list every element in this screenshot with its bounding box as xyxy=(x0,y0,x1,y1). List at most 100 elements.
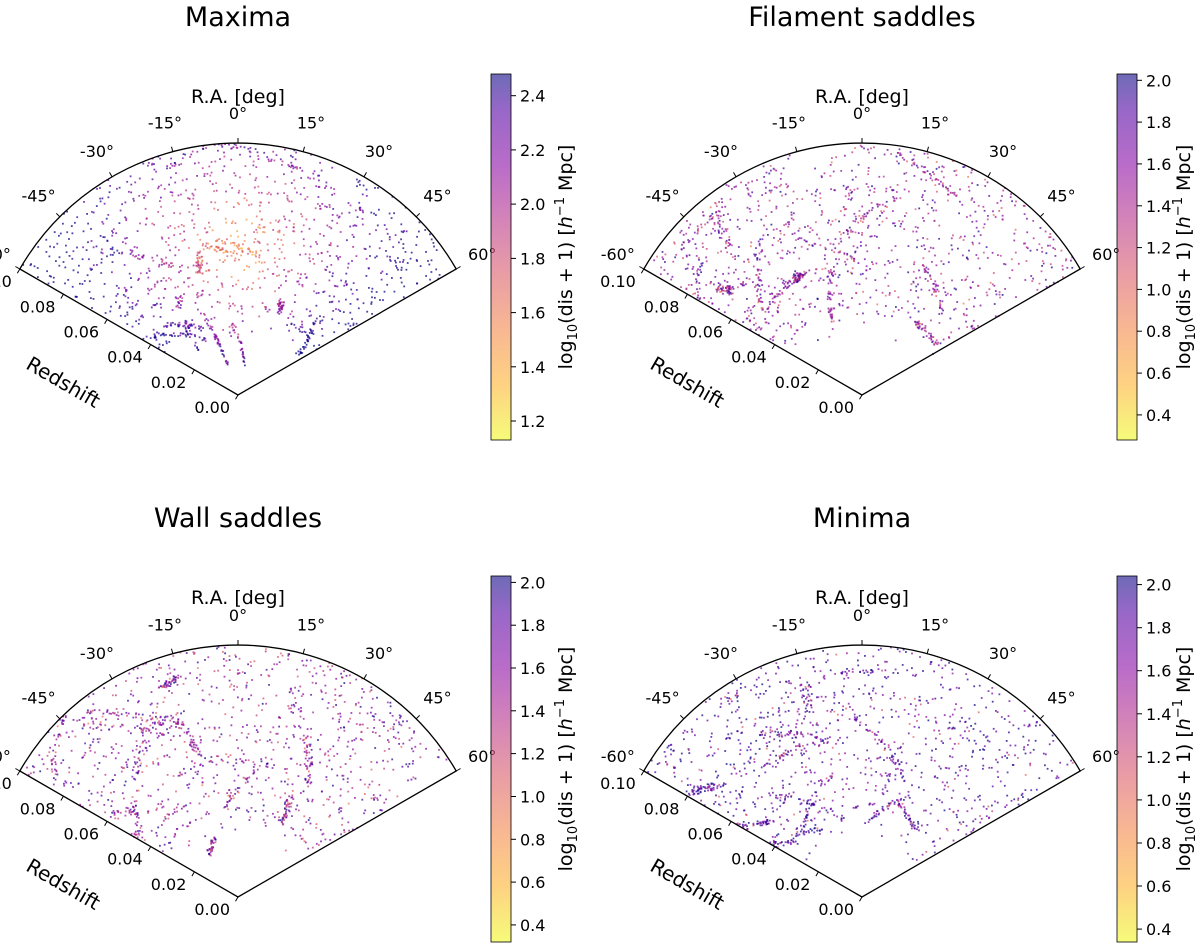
scatter-point xyxy=(747,760,750,763)
scatter-point xyxy=(104,724,107,727)
scatter-point xyxy=(332,706,335,708)
scatter-point xyxy=(762,234,765,237)
scatter-point xyxy=(181,240,184,242)
scatter-point xyxy=(915,230,918,233)
scatter-point xyxy=(758,268,760,271)
scatter-point xyxy=(276,311,279,314)
scatter-point xyxy=(331,768,333,771)
scatter-point xyxy=(197,271,199,274)
scatter-point xyxy=(247,698,250,700)
scatter-point xyxy=(161,744,163,747)
scatter-point xyxy=(292,711,294,714)
scatter-point xyxy=(333,188,335,190)
scatter-point xyxy=(287,803,290,806)
scatter-point xyxy=(232,302,234,305)
scatter-point xyxy=(287,705,290,707)
scatter-point xyxy=(201,339,204,342)
scatter-point xyxy=(189,741,192,744)
scatter-point xyxy=(746,206,749,209)
scatter-point xyxy=(979,234,982,236)
scatter-point xyxy=(130,732,132,735)
scatter-point xyxy=(161,237,164,240)
scatter-point xyxy=(886,206,888,208)
scatter-point xyxy=(179,296,181,298)
scatter-point xyxy=(1035,724,1037,727)
scatter-point xyxy=(239,247,242,250)
theta-tick-mark xyxy=(15,768,21,772)
scatter-point xyxy=(295,151,297,154)
scatter-point xyxy=(973,327,976,330)
scatter-point xyxy=(257,277,260,280)
scatter-point xyxy=(685,288,688,290)
scatter-point xyxy=(971,169,973,171)
scatter-point xyxy=(341,676,344,679)
scatter-point xyxy=(759,279,762,281)
scatter-point xyxy=(163,716,166,719)
scatter-point xyxy=(871,209,873,212)
scatter-point xyxy=(115,295,118,297)
scatter-point xyxy=(698,258,700,261)
scatter-point xyxy=(212,842,215,844)
scatter-point xyxy=(789,729,792,732)
scatter-point xyxy=(865,183,868,185)
radial-tick-mark xyxy=(235,896,239,902)
scatter-point xyxy=(862,217,865,219)
scatter-point xyxy=(328,815,330,818)
scatter-point xyxy=(685,255,688,258)
scatter-point xyxy=(79,282,81,285)
scatter-point xyxy=(292,165,295,168)
scatter-point xyxy=(132,810,134,813)
scatter-point xyxy=(104,811,106,814)
scatter-point xyxy=(759,293,762,296)
scatter-point xyxy=(125,806,128,809)
scatter-point xyxy=(220,349,223,352)
scatter-point xyxy=(385,273,388,275)
scatter-point xyxy=(702,786,705,788)
scatter-point xyxy=(695,280,698,283)
scatter-point xyxy=(329,244,332,247)
scatter-point xyxy=(786,282,789,285)
radial-tick-mark xyxy=(16,770,21,776)
scatter-point xyxy=(797,238,800,240)
scatter-point xyxy=(726,291,729,294)
scatter-point xyxy=(330,186,332,189)
scatter-point xyxy=(325,776,328,778)
scatter-point xyxy=(764,255,766,258)
scatter-point xyxy=(697,792,700,795)
scatter-point xyxy=(807,732,809,735)
scatter-point xyxy=(138,258,141,260)
scatter-point xyxy=(807,693,810,696)
scatter-point xyxy=(359,209,362,211)
scatter-point xyxy=(174,676,177,679)
scatter-point xyxy=(358,723,361,726)
scatter-point xyxy=(202,248,205,251)
scatter-point xyxy=(170,847,173,850)
scatter-point xyxy=(129,810,131,813)
scatter-point xyxy=(351,292,354,295)
scatter-point xyxy=(55,769,58,772)
scatter-point xyxy=(838,319,841,322)
scatter-point xyxy=(757,277,760,280)
scatter-point xyxy=(344,763,347,765)
colorbar-tick-label: 1.8 xyxy=(520,249,545,268)
scatter-point xyxy=(236,147,239,149)
scatter-point xyxy=(254,179,257,182)
scatter-point xyxy=(175,713,178,716)
scatter-point xyxy=(137,254,140,256)
scatter-point xyxy=(240,760,243,763)
scatter-point xyxy=(284,780,286,783)
scatter-point xyxy=(232,146,235,148)
scatter-point xyxy=(284,183,287,185)
scatter-point xyxy=(315,292,318,295)
scatter-point xyxy=(367,786,370,789)
scatter-point xyxy=(294,158,297,161)
scatter-point xyxy=(312,258,314,260)
scatter-point xyxy=(720,197,723,200)
scatter-point xyxy=(871,185,873,188)
scatter-point xyxy=(948,726,951,729)
scatter-point xyxy=(179,675,182,678)
scatter-point xyxy=(865,244,867,247)
scatter-point xyxy=(314,320,317,323)
scatter-point xyxy=(187,786,190,789)
scatter-point xyxy=(145,727,148,730)
